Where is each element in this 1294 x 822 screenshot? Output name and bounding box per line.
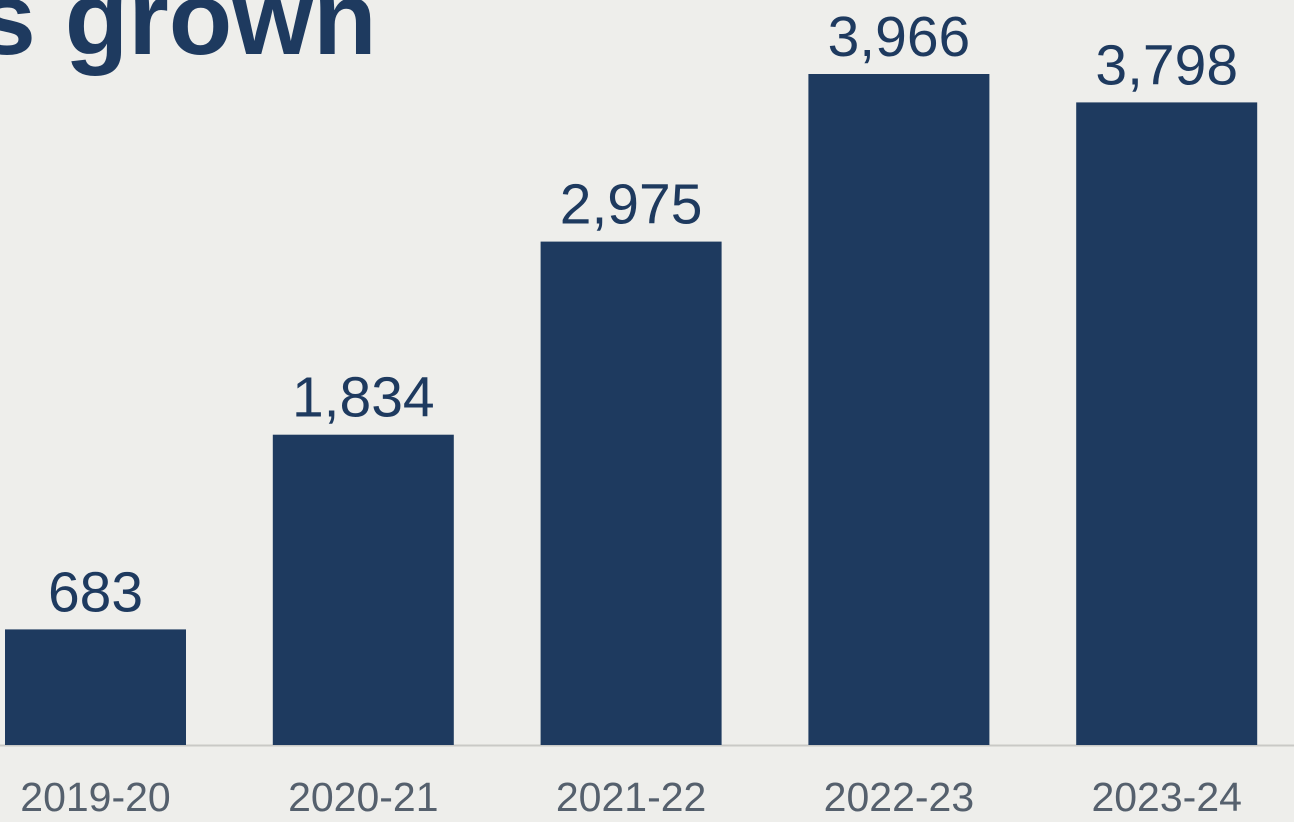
chart-title: s grown (0, 0, 377, 77)
category-label-2021-22: 2021-22 (556, 774, 706, 820)
bar-2020-21 (272, 434, 454, 745)
value-label-2022-23: 3,966 (828, 5, 971, 69)
value-label-2019-20: 683 (48, 560, 143, 624)
category-label-2019-20: 2019-20 (20, 774, 170, 820)
value-label-2023-24: 3,798 (1095, 33, 1238, 97)
value-label-2020-21: 1,834 (292, 366, 435, 430)
bar-2021-22 (540, 241, 722, 745)
bar-2019-20 (5, 629, 186, 745)
category-label-2023-24: 2023-24 (1091, 774, 1241, 820)
bar-2022-23 (808, 74, 990, 745)
category-label-2020-21: 2020-21 (288, 774, 438, 820)
category-label-2022-23: 2022-23 (824, 774, 974, 820)
value-label-2021-22: 2,975 (560, 173, 703, 237)
bar-2023-24 (1076, 102, 1258, 745)
